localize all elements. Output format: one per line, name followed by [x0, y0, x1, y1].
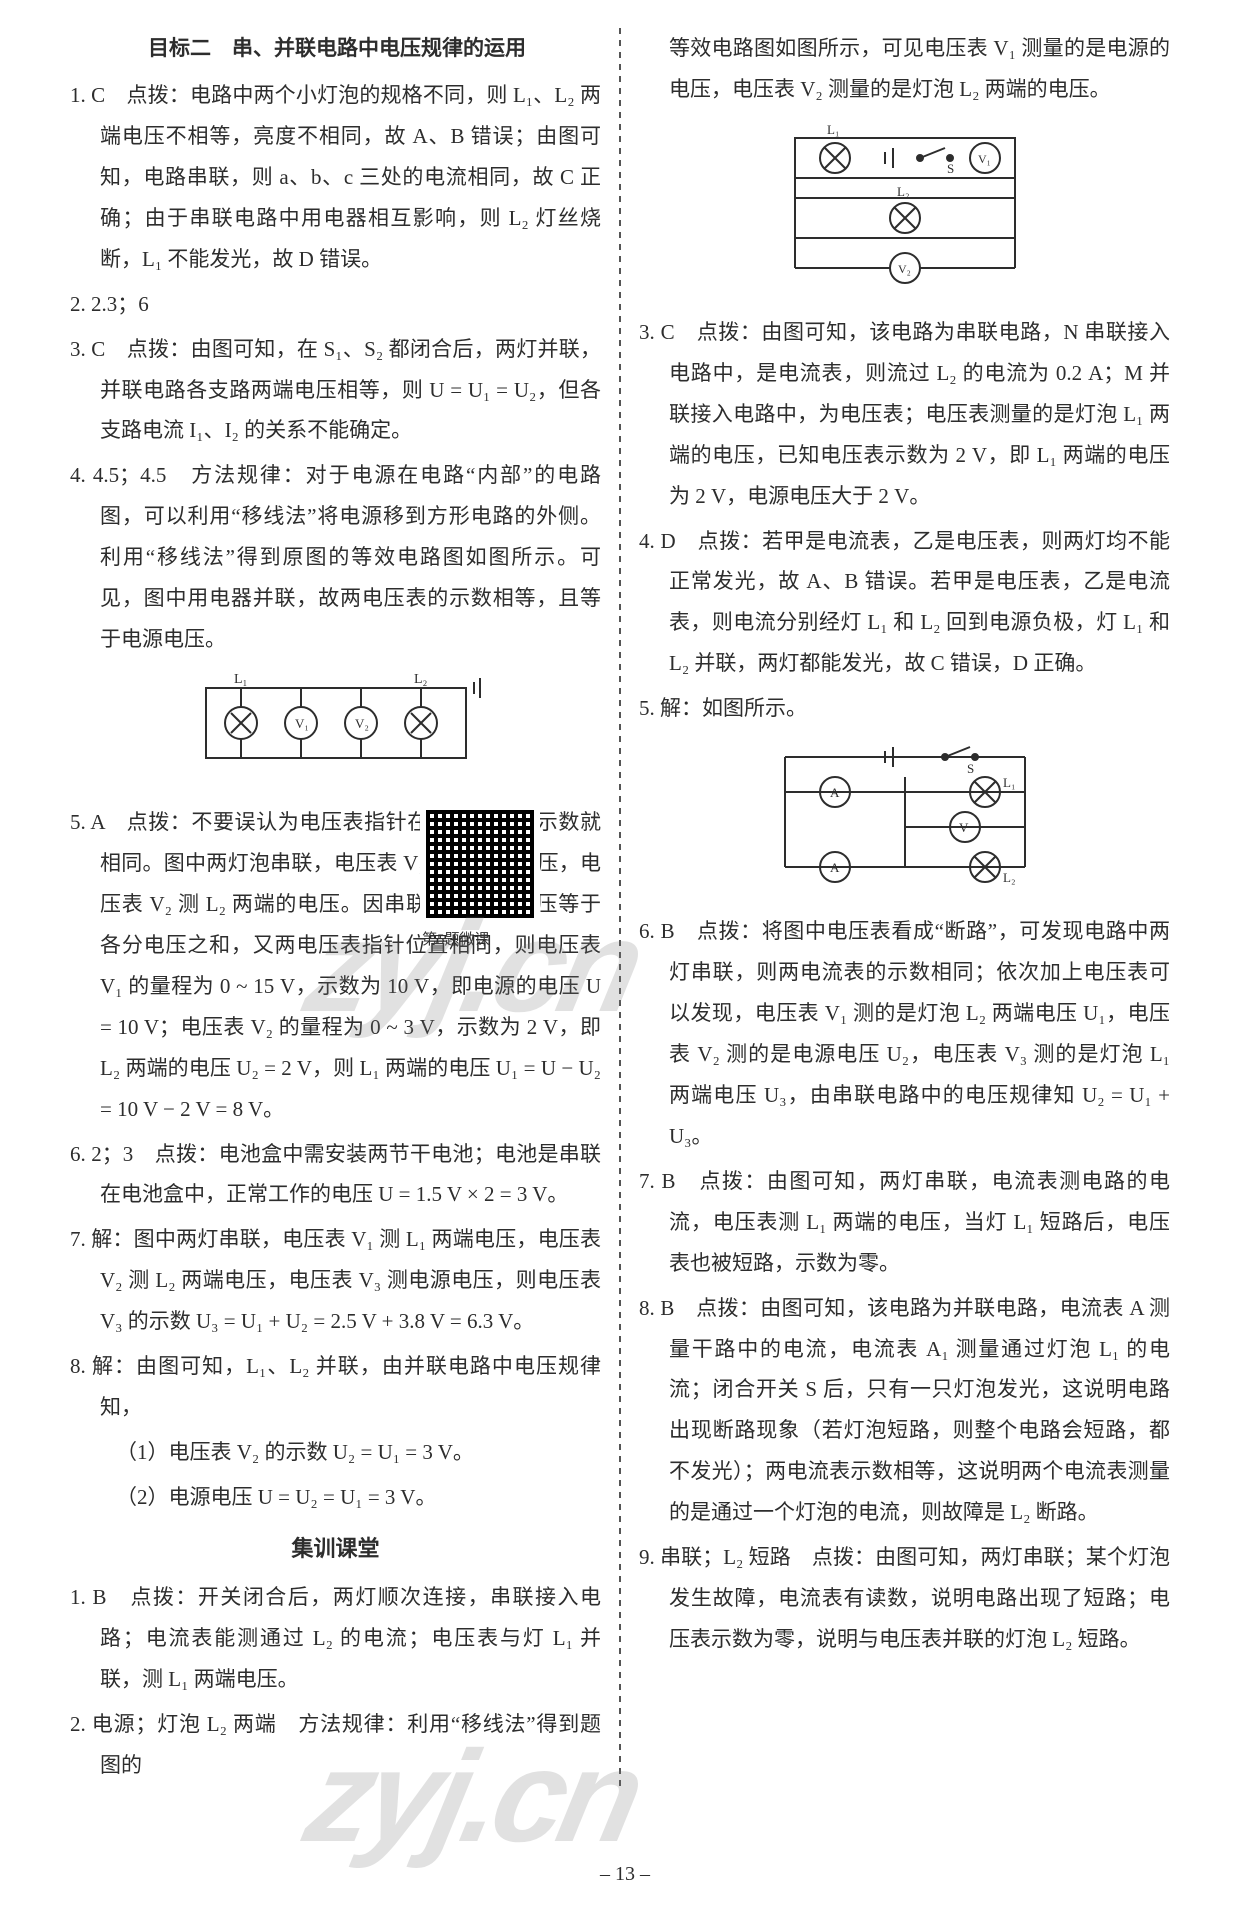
j1: 1. B 点拨：开关闭合后，两灯顺次连接，串联接入电路；电流表能测通过 L₂ 的… [70, 1577, 601, 1700]
r9: 9. 串联；L₂ 短路 点拨：由图可知，两灯串联；某个灯泡发生故障，电流表有读数… [639, 1537, 1170, 1660]
svg-text:A: A [830, 860, 840, 875]
svg-text:L₂: L₂ [897, 184, 909, 199]
svg-text:L₁: L₁ [234, 672, 247, 687]
q8: 8. 解：由图可知，L₁、L₂ 并联，由并联电路中电压规律知， [70, 1346, 601, 1428]
q3: 3. C 点拨：由图可知，在 S₁、S₂ 都闭合后，两灯并联，并联电路各支路两端… [70, 329, 601, 452]
q7: 7. 解：图中两灯串联，电压表 V₁ 测 L₁ 两端电压，电压表 V₂ 测 L₂… [70, 1219, 601, 1342]
section-title: 目标二 串、并联电路中电压规律的运用 [70, 28, 601, 69]
right-column: 等效电路图如图所示，可见电压表 V₁ 测量的是电源的电压，电压表 V₂ 测量的是… [627, 28, 1182, 1790]
qr-caption: 第5题微课 [422, 926, 490, 955]
svg-text:A: A [830, 785, 840, 800]
svg-text:V₁: V₁ [978, 152, 991, 166]
r5: 5. 解：如图所示。 [639, 688, 1170, 729]
svg-text:S: S [947, 161, 954, 176]
diagram-q4: L₁ V₁ V₂ L₂ [70, 668, 601, 792]
q4: 4. 4.5；4.5 方法规律：对于电源在电路“内部”的电路图，可以利用“移线法… [70, 455, 601, 660]
r8: 8. B 点拨：由图可知，该电路为并联电路，电流表 A 测量干路中的电流，电流表… [639, 1288, 1170, 1534]
column-divider [619, 28, 621, 1790]
j2: 2. 电源；灯泡 L₂ 两端 方法规律：利用“移线法”得到题图的 [70, 1704, 601, 1786]
r6: 6. B 点拨：将图中电压表看成“断路”，可发现电路中两灯串联，则两电流表的示数… [639, 911, 1170, 1157]
svg-text:L₁: L₁ [1003, 775, 1015, 790]
diagram-top-right: L₁ V₁ S L₂ V₂ [639, 118, 1170, 302]
svg-text:V₁: V₁ [295, 716, 309, 731]
svg-text:V₂: V₂ [898, 262, 911, 276]
qr-code-icon [420, 804, 540, 924]
jixun-title: 集训课堂 [70, 1528, 601, 1571]
svg-text:V₂: V₂ [355, 716, 369, 731]
r4: 4. D 点拨：若甲是电流表，乙是电压表，则两灯均不能正常发光，故 A、B 错误… [639, 521, 1170, 685]
q8a: （1）电压表 V₂ 的示数 U₂ = U₁ = 3 V。 [70, 1432, 601, 1473]
q2: 2. 2.3；6 [70, 284, 601, 325]
svg-text:L₂: L₂ [414, 672, 428, 687]
r3: 3. C 点拨：由图可知，该电路为串联电路，N 串联接入电路中，是电流表，则流过… [639, 312, 1170, 517]
r-top: 等效电路图如图所示，可见电压表 V₁ 测量的是电源的电压，电压表 V₂ 测量的是… [639, 28, 1170, 110]
q6: 6. 2；3 点拨：电池盒中需安装两节干电池；电池是串联在电池盒中，正常工作的电… [70, 1134, 601, 1216]
r7: 7. B 点拨：由图可知，两灯串联，电流表测电路的电流，电压表测 L₁ 两端的电… [639, 1161, 1170, 1284]
svg-text:L₂: L₂ [1003, 870, 1015, 885]
diagram-q5-right: S A L₁ V A L₂ [639, 737, 1170, 901]
svg-text:L₁: L₁ [827, 122, 839, 137]
page-number: – 13 – [0, 1855, 1250, 1894]
svg-text:S: S [967, 761, 974, 776]
svg-text:V: V [959, 820, 969, 835]
q1: 1. C 点拨：电路中两个小灯泡的规格不同，则 L₁、L₂ 两端电压不相等，亮度… [70, 75, 601, 280]
q8b: （2）电源电压 U = U₂ = U₁ = 3 V。 [70, 1477, 601, 1518]
left-column: 目标二 串、并联电路中电压规律的运用 1. C 点拨：电路中两个小灯泡的规格不同… [58, 28, 613, 1790]
